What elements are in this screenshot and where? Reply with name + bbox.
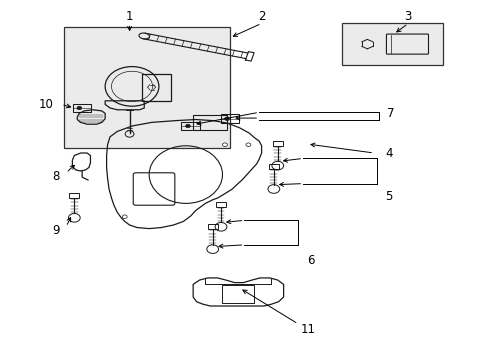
Text: 10: 10: [39, 98, 54, 111]
Text: 6: 6: [306, 255, 314, 267]
Text: 1: 1: [125, 10, 133, 23]
Circle shape: [245, 143, 250, 147]
Text: 5: 5: [384, 190, 392, 203]
Text: 9: 9: [52, 224, 60, 237]
Text: 2: 2: [257, 10, 265, 23]
Text: 7: 7: [386, 107, 394, 120]
Circle shape: [222, 143, 227, 147]
Circle shape: [185, 124, 190, 128]
Text: 11: 11: [300, 323, 315, 336]
FancyBboxPatch shape: [63, 27, 229, 148]
Circle shape: [224, 117, 229, 121]
FancyBboxPatch shape: [342, 23, 442, 65]
Text: 8: 8: [52, 170, 60, 183]
Circle shape: [77, 106, 81, 110]
Circle shape: [122, 215, 127, 219]
Text: 3: 3: [404, 10, 411, 23]
Text: 4: 4: [384, 147, 392, 159]
